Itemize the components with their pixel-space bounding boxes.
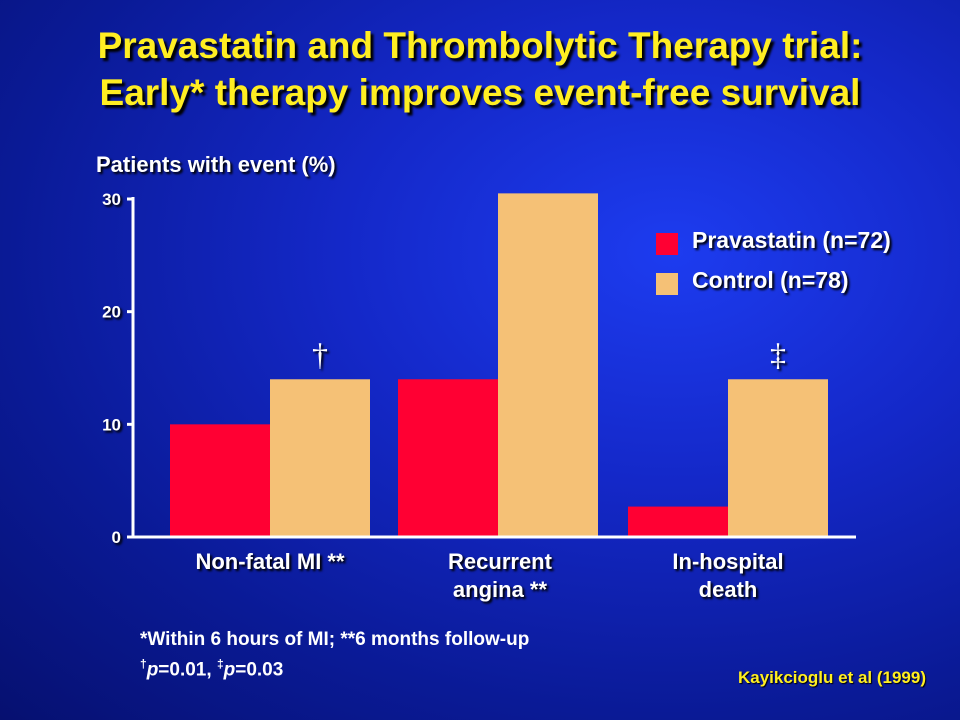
significance-marker-2: ‡ — [770, 336, 786, 372]
bar-pravastatin-0 — [170, 424, 271, 537]
bar-control-2 — [728, 379, 828, 537]
category-label-0-line-0: Non-fatal MI ** — [195, 549, 345, 574]
bar-pravastatin-1 — [398, 379, 499, 537]
p-value-2: =0.03 — [235, 659, 284, 681]
p-label-1: p — [146, 659, 159, 681]
legend-swatch-0 — [656, 233, 678, 255]
bar-pravastatin-2 — [628, 506, 729, 537]
y-axis-label: Patients with event (%) — [96, 152, 336, 177]
significance-marker-0: † — [312, 336, 328, 372]
category-label-2-line-1: death — [699, 577, 758, 602]
legend-label-1: Control (n=78) — [692, 267, 849, 293]
legend-swatch-1 — [656, 273, 678, 295]
footnote-line-2: †p=0.01, ‡p=0.03 — [140, 652, 529, 682]
footnote: *Within 6 hours of MI; **6 months follow… — [140, 628, 529, 682]
category-label-2-line-0: In-hospital — [672, 549, 783, 574]
category-label-1-line-0: Recurrent — [448, 549, 553, 574]
bar-control-0 — [270, 379, 370, 537]
p-label-2: p — [223, 659, 236, 681]
bar-control-1 — [498, 193, 598, 537]
legend-label-0: Pravastatin (n=72) — [692, 227, 891, 253]
title-line-1: Pravastatin and Thrombolytic Therapy tri… — [97, 25, 863, 66]
y-tick-label-20: 20 — [102, 303, 121, 322]
title-line-2: Early* therapy improves event-free survi… — [99, 72, 861, 113]
y-tick-label-10: 10 — [102, 415, 121, 434]
citation: Kayikcioglu et al (1999) — [737, 668, 926, 687]
slide-title: Pravastatin and Thrombolytic Therapy tri… — [0, 22, 960, 116]
y-tick-label-0: 0 — [112, 528, 121, 547]
p-value-1: =0.01, — [158, 659, 217, 681]
footnote-line-1: *Within 6 hours of MI; **6 months follow… — [140, 629, 530, 650]
category-label-1-line-1: angina ** — [453, 577, 548, 602]
double-dagger-symbol: ‡ — [216, 657, 224, 671]
y-tick-label-30: 30 — [102, 190, 121, 209]
dagger-symbol: † — [140, 657, 147, 671]
